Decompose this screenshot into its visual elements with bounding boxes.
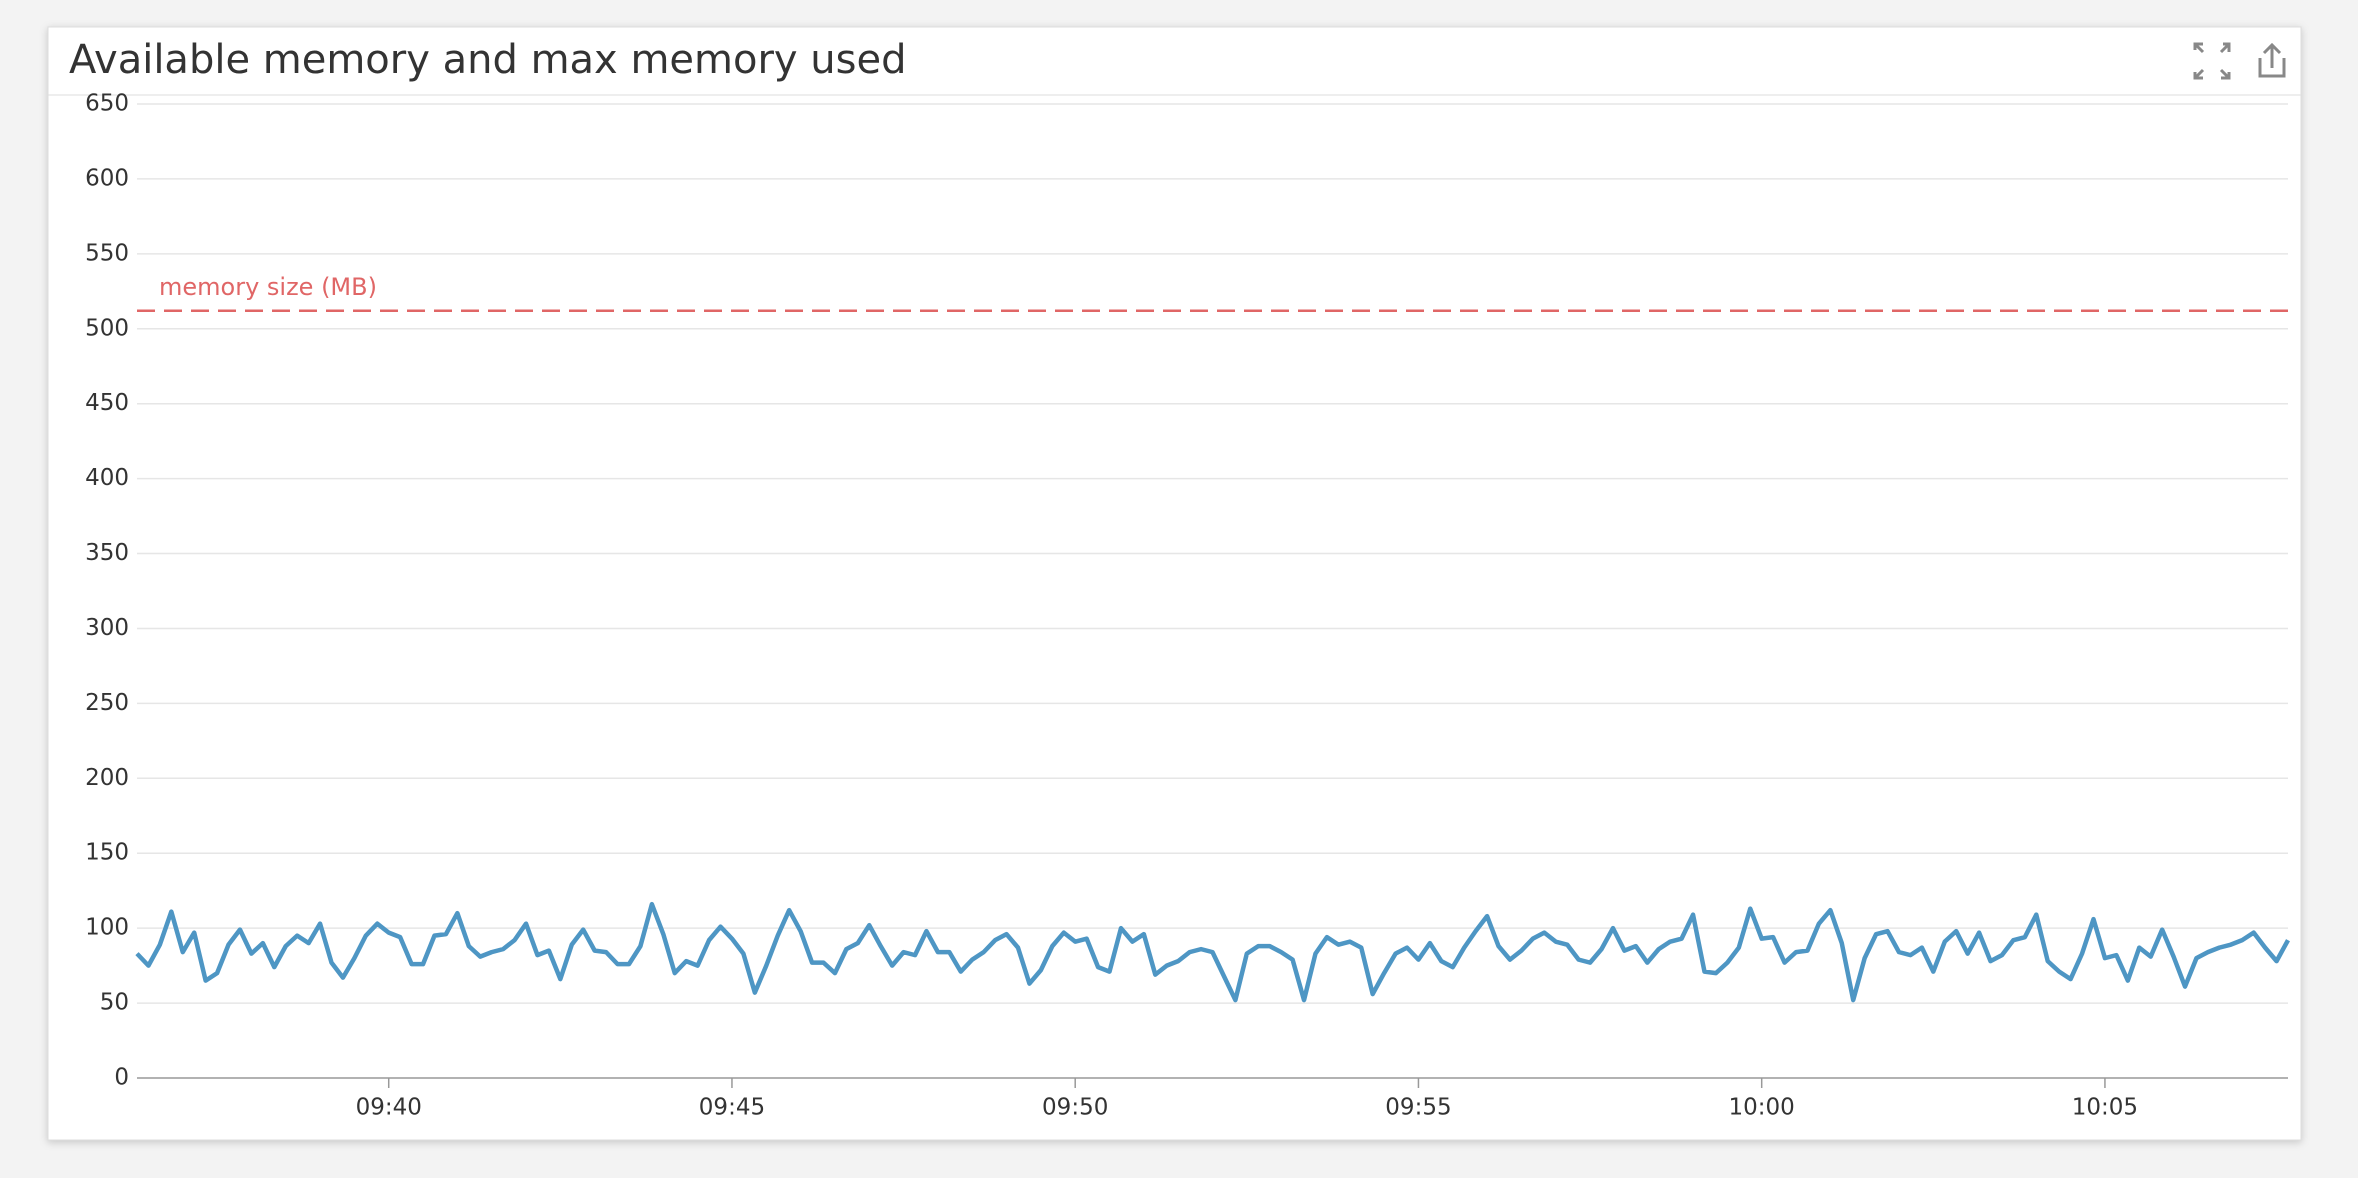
y-tick-label: 150 xyxy=(85,840,129,866)
y-tick-label: 500 xyxy=(85,315,129,341)
x-tick-label: 09:55 xyxy=(1385,1095,1451,1121)
y-tick-label: 650 xyxy=(85,91,129,117)
y-tick-label: 50 xyxy=(100,990,129,1016)
y-tick-label: 450 xyxy=(85,390,129,416)
series-line xyxy=(135,901,2290,1003)
expand-icon[interactable] xyxy=(2193,42,2231,80)
y-tick-label: 0 xyxy=(114,1065,129,1091)
y-tick-label: 550 xyxy=(85,240,129,266)
y-tick-label: 100 xyxy=(85,915,129,941)
plot-area: 0 50 100 150 200 250 300 350 400 450 500 550 600 650 0… xyxy=(85,91,2290,1121)
x-tick-label: 10:00 xyxy=(1729,1095,1795,1121)
panel xyxy=(47,26,2302,1141)
x-tick-label: 09:45 xyxy=(699,1095,765,1121)
chart-title: Available memory and max memory used xyxy=(69,37,906,83)
y-tick-label: 300 xyxy=(85,615,129,641)
y-tick-label: 400 xyxy=(85,465,129,491)
y-tick-label: 250 xyxy=(85,690,129,716)
annotation-label: memory size (MB) xyxy=(159,273,377,301)
y-tick-label: 200 xyxy=(85,765,129,791)
y-tick-label: 350 xyxy=(85,540,129,566)
x-tick-label: 09:50 xyxy=(1042,1095,1108,1121)
share-icon[interactable] xyxy=(2258,42,2286,78)
x-tick-label: 10:05 xyxy=(2072,1095,2138,1121)
y-tick-label: 600 xyxy=(85,165,129,191)
x-tick-label: 09:40 xyxy=(356,1095,422,1121)
